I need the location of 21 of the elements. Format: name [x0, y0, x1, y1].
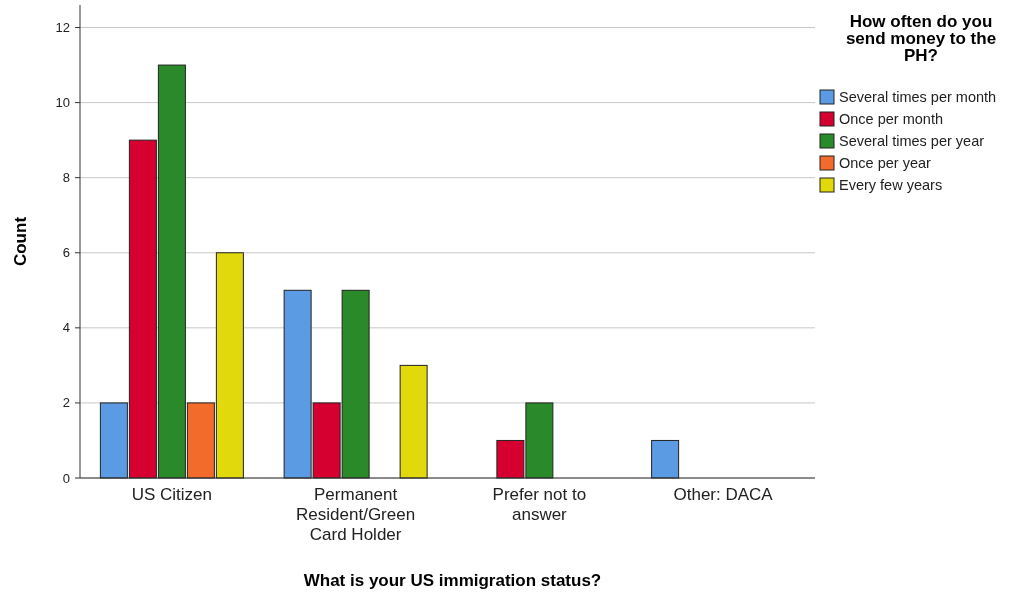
legend-title: How often do you send money to the PH? — [845, 12, 997, 65]
y-tick-label: 10 — [55, 95, 70, 111]
legend-label: Several times per month — [839, 89, 997, 105]
legend-label: Several times per year — [839, 133, 985, 149]
y-tick-label: 2 — [62, 395, 70, 411]
y-tick-label: 4 — [62, 320, 70, 336]
bar — [651, 439, 680, 479]
y-axis-title: Count — [11, 216, 30, 267]
x-tick-label: Other: DACA — [673, 485, 774, 504]
y-tick-label: 0 — [62, 470, 70, 486]
y-tick-label: 6 — [62, 245, 70, 261]
legend-label: Once per month — [839, 111, 943, 127]
x-tick-label: Prefer not to answer — [492, 485, 587, 524]
y-tick-label: 8 — [62, 170, 70, 186]
legend-label: Once per year — [839, 155, 932, 171]
y-tick-label: 12 — [55, 20, 70, 36]
x-axis-title: What is your US immigration status? — [303, 571, 602, 590]
x-tick-label: US Citizen — [131, 485, 213, 504]
legend-label: Every few years — [839, 177, 943, 193]
bar — [399, 364, 428, 479]
x-tick-label: Permanent Resident/Green Card Holder — [296, 485, 416, 544]
